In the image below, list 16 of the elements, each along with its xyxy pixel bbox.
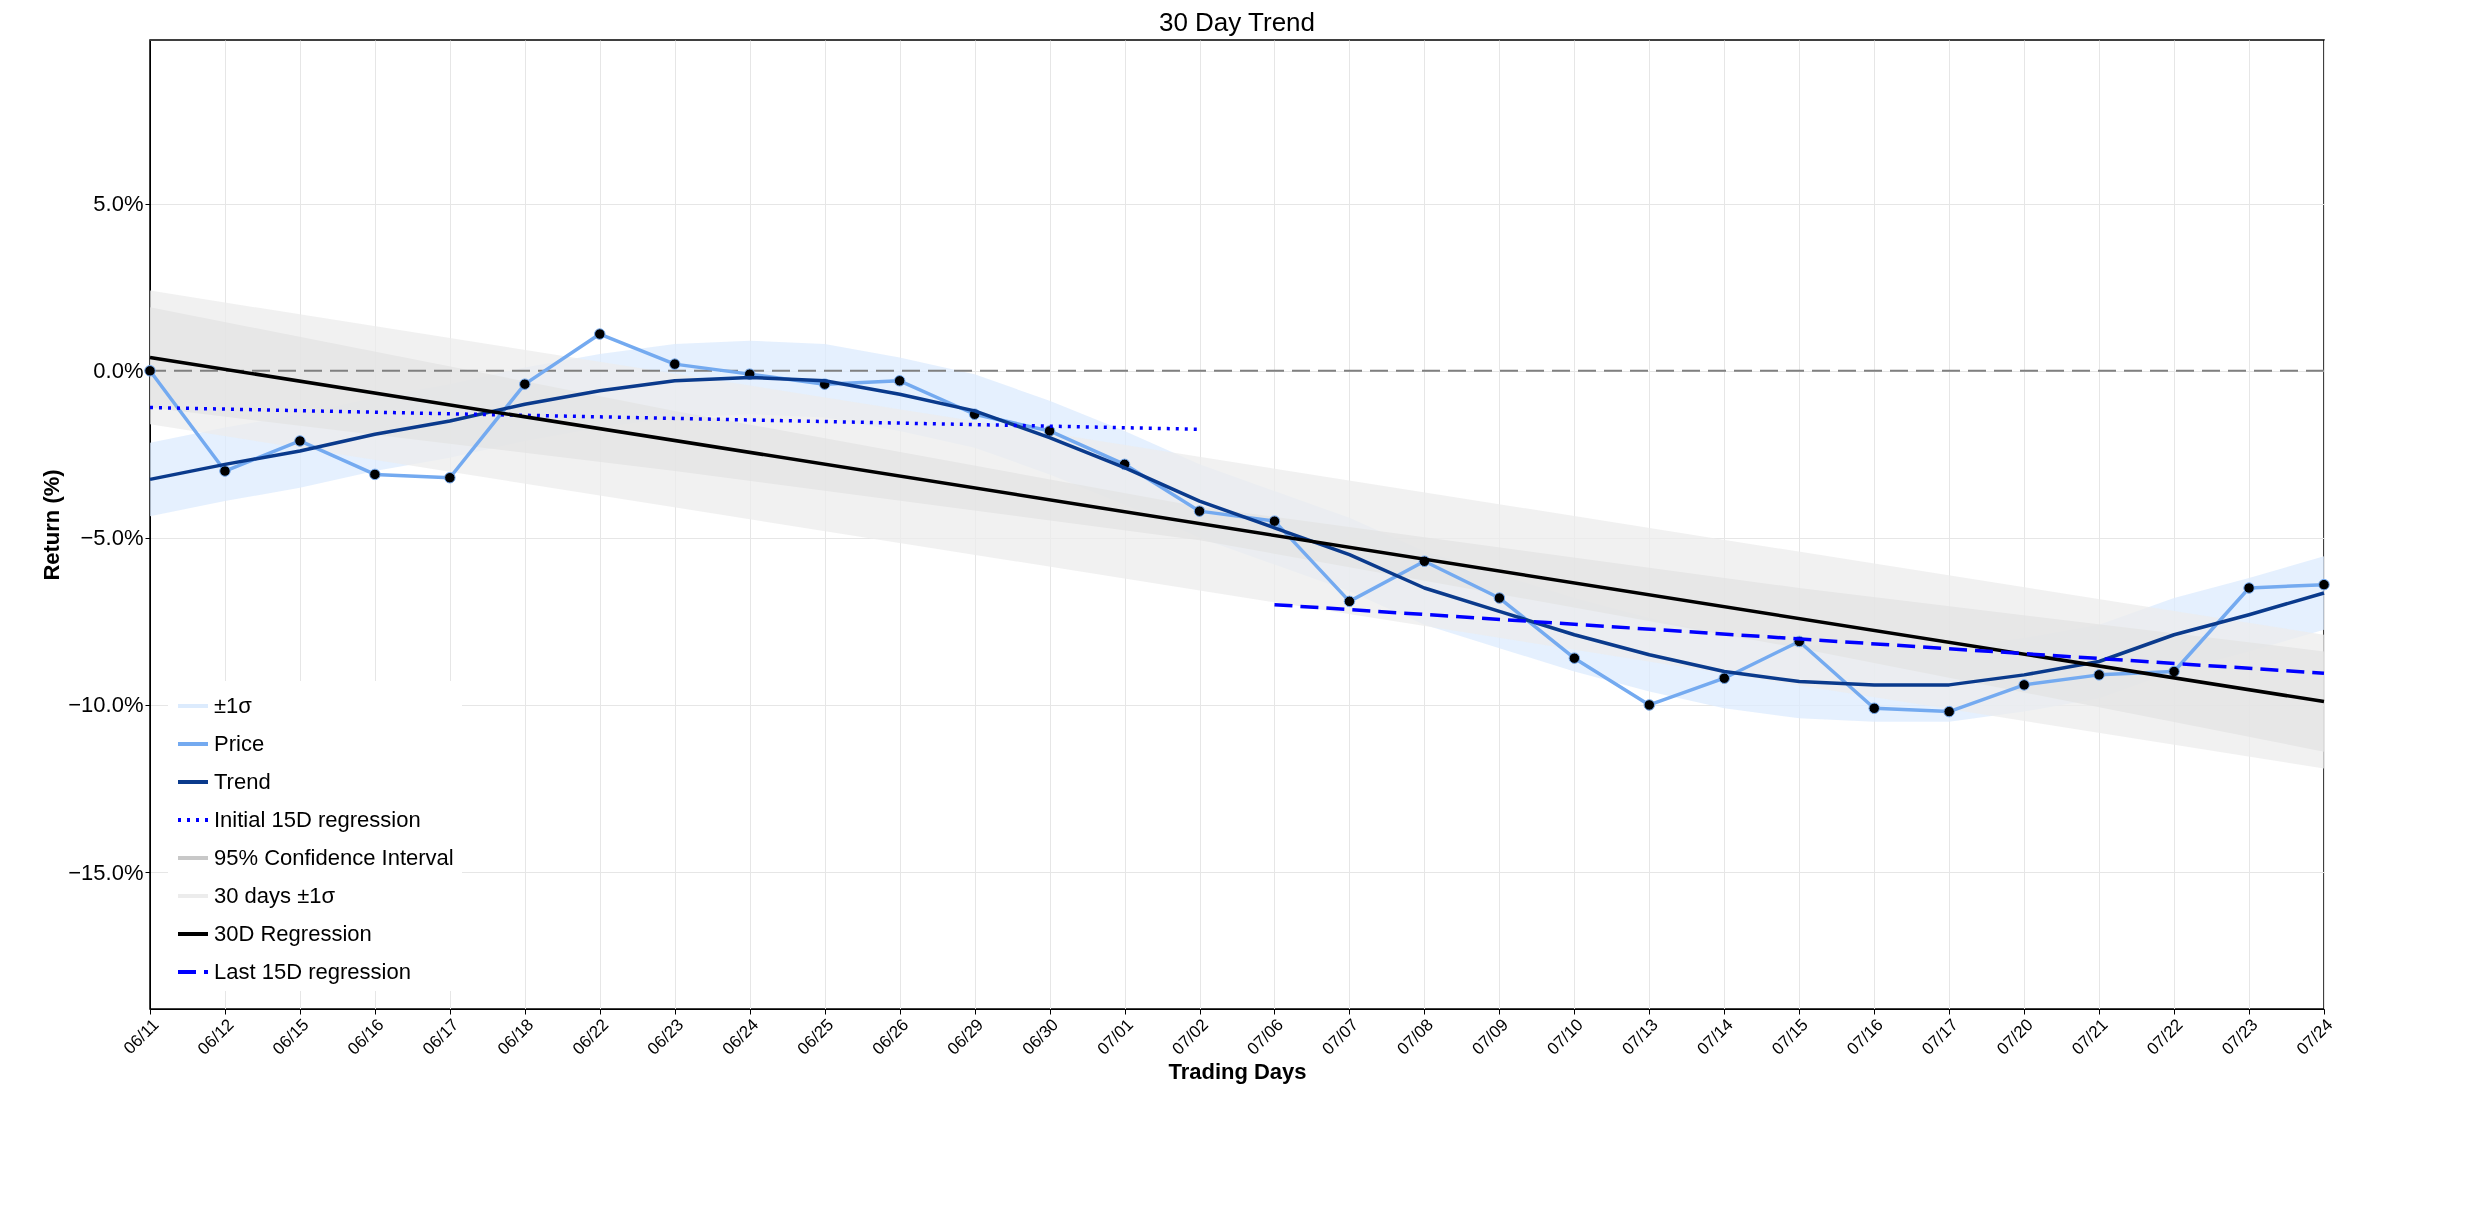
x-axis-title: Trading Days	[1168, 1058, 1307, 1084]
legend-label: Last 15D regression	[214, 959, 411, 984]
legend-label: 30D Regression	[214, 921, 372, 946]
y-tick-label: −15.0%	[68, 859, 144, 885]
legend-label: Trend	[214, 769, 271, 794]
y-tick-label: 5.0%	[93, 191, 144, 217]
chart-title: 30 Day Trend	[1158, 7, 1316, 37]
legend-label: Price	[214, 731, 265, 756]
y-tick-label: −10.0%	[68, 692, 144, 718]
legend-label: 30 days ±1σ	[214, 883, 336, 908]
legend-label: ±1σ	[214, 693, 253, 718]
legend-label: 95% Confidence Interval	[214, 845, 454, 870]
y-tick-label: 0.0%	[93, 358, 144, 384]
legend-label: Initial 15D regression	[214, 807, 421, 832]
y-tick-label: −5.0%	[80, 525, 144, 551]
y-axis-title: Return (%)	[39, 469, 65, 581]
